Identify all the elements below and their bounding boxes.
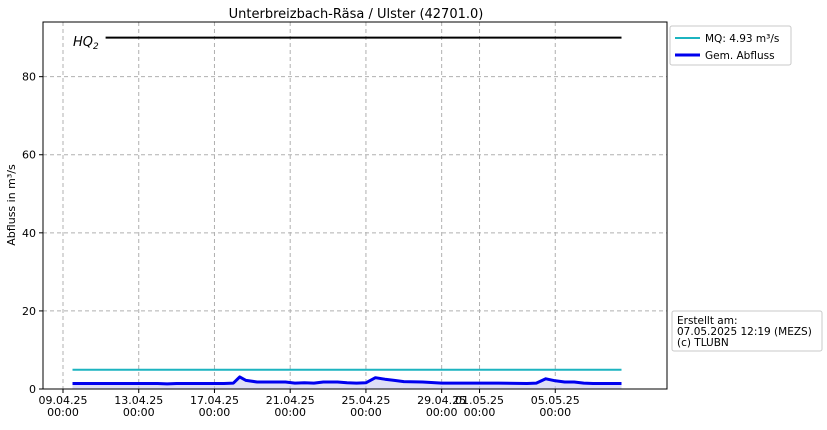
x-tick-label-date: 01.05.25 — [455, 394, 504, 407]
x-tick-label-date: 25.04.25 — [341, 394, 390, 407]
info-created-label: Erstellt am: — [677, 315, 738, 327]
x-tick-label-time: 00:00 — [350, 406, 382, 419]
x-tick-label-date: 09.04.25 — [39, 394, 88, 407]
legend: MQ: 4.93 m³/s Gem. Abfluss — [669, 25, 792, 66]
info-box-frame — [671, 310, 823, 352]
x-tick-label-date: 21.04.25 — [266, 394, 315, 407]
grid-lines — [43, 22, 667, 389]
x-tick-label-date: 29.04.25 — [417, 394, 466, 407]
x-tick-label-date: 13.04.25 — [114, 394, 163, 407]
x-tick-label-time: 00:00 — [426, 406, 458, 419]
x-tick-label-time: 00:00 — [464, 406, 496, 419]
x-tick-label-time: 00:00 — [123, 406, 155, 419]
legend-label: Gem. Abfluss — [705, 50, 775, 62]
hq-annotation: HQ2 — [73, 35, 99, 52]
y-tick-label: 60 — [22, 149, 36, 162]
x-tick-label-time: 00:00 — [47, 406, 79, 419]
plot-frame — [42, 21, 668, 390]
info-created-date: 07.05.2025 12:19 (MEZS) — [677, 326, 812, 338]
chart-title: Unterbreizbach-Räsa / Ulster (42701.0) — [229, 7, 484, 22]
legend-box — [669, 25, 792, 66]
series-lines — [72, 36, 622, 386]
y-axis: 0 20 40 60 80 — [22, 71, 43, 396]
legend-label: MQ: 4.93 m³/s — [705, 33, 779, 45]
y-tick-label: 40 — [22, 227, 36, 240]
y-axis-label: Abfluss in m³/s — [5, 164, 18, 246]
y-tick-label: 80 — [22, 71, 36, 84]
y-tick-label: 0 — [29, 383, 36, 396]
x-tick-label-time: 00:00 — [199, 406, 231, 419]
x-tick-label-date: 17.04.25 — [190, 394, 239, 407]
x-tick-label-time: 00:00 — [539, 406, 571, 419]
info-copyright: (c) TLUBN — [677, 337, 729, 349]
x-tick-label-time: 00:00 — [274, 406, 306, 419]
y-tick-label: 20 — [22, 305, 36, 318]
info-box: Erstellt am: 07.05.2025 12:19 (MEZS) (c)… — [671, 310, 823, 352]
x-axis: 09.04.2500:0013.04.2500:0017.04.2500:002… — [39, 389, 580, 419]
x-tick-label-date: 05.05.25 — [531, 394, 580, 407]
series-line-0 — [72, 375, 622, 386]
